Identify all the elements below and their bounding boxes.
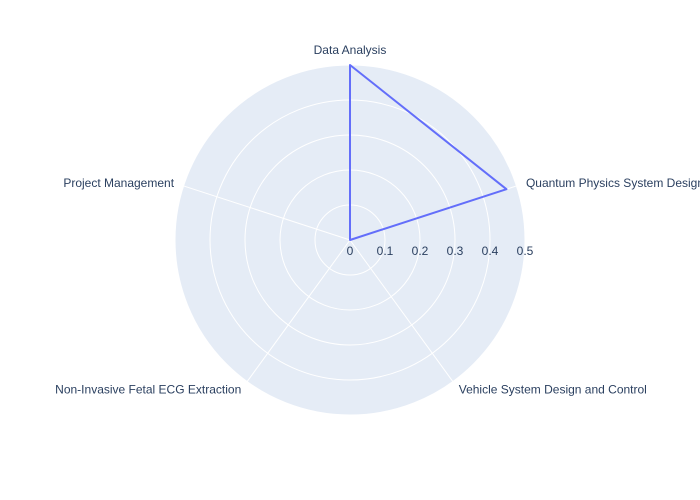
grid-spoke [246,239,351,382]
category-label: Project Management [63,176,174,190]
grid-spoke [183,185,351,241]
series-layer [349,64,508,241]
category-label: Non-Invasive Fetal ECG Extraction [55,383,241,397]
series-line [349,64,508,241]
radial-tick-label: 0.1 [377,244,394,258]
radial-tick-label: 0.5 [517,244,534,258]
category-label: Quantum Physics System Design [526,176,700,190]
radial-tick-label: 0.4 [482,244,499,258]
radial-tick-labels: 0 0.1 0.2 0.3 0.4 0.5 [347,244,534,258]
category-label: Data Analysis [314,43,387,57]
radial-tick-label: 0.2 [412,244,429,258]
radial-tick-label: 0 [347,244,354,258]
grid-spoke [349,239,454,382]
category-label: Vehicle System Design and Control [459,383,647,397]
radial-tick-label: 0.3 [447,244,464,258]
category-labels: Data Analysis Quantum Physics System Desi… [55,43,700,397]
